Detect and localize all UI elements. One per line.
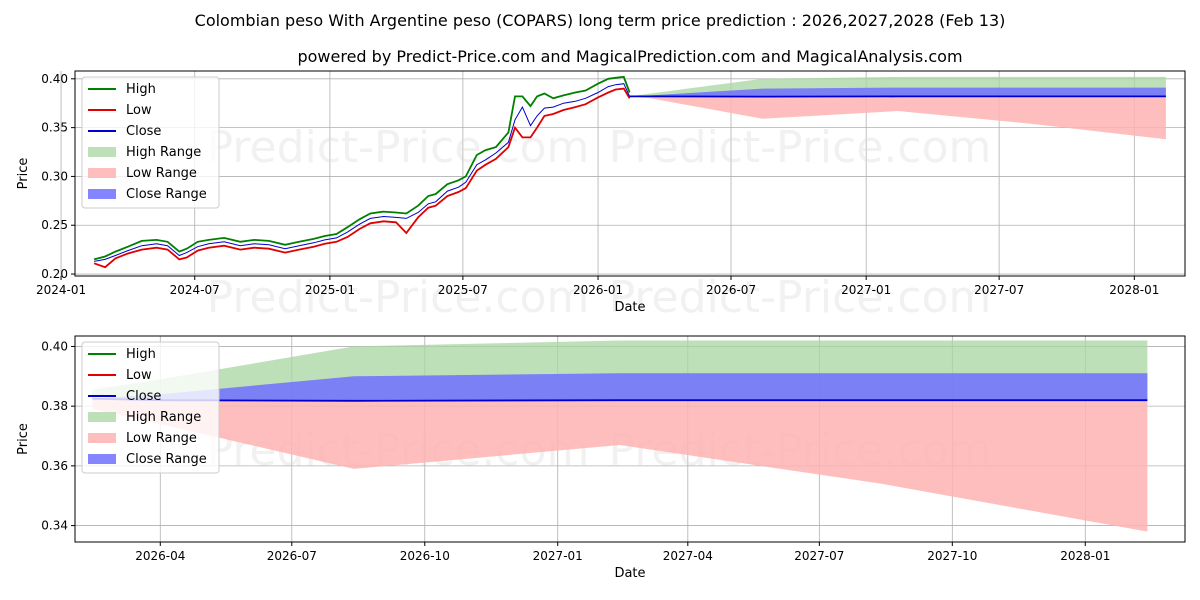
high-series-line [93,75,631,261]
x-tick-label: 2028-01 [1060,549,1110,563]
plot-area [92,340,1148,532]
legend-swatch-close-range [88,454,116,464]
x-tick-label: 2027-04 [663,549,713,563]
legend-label-high-range: High Range [126,410,201,425]
x-tick-label: 2026-07 [706,283,756,297]
legend-label-low-range: Low Range [126,431,197,446]
x-tick-label: 2028-01 [1109,283,1159,297]
watermark: Predict-Price.com [207,122,590,173]
legend: High Low Close High Range Low Range Close Ran… [81,76,220,209]
low-range-band [629,96,1166,140]
legend-label-high: High [126,347,156,362]
y-tick-label: 0.40 [41,339,68,353]
watermark: Predict-Price.com [609,122,992,173]
watermark: Predict-Price.com [609,272,992,323]
low-range-band [92,398,1148,532]
chart-title: Colombian peso With Argentine peso (COPA… [195,11,1006,30]
x-tick-label: 2027-10 [927,549,977,563]
chart-subtitle: powered by Predict-Price.com and Magical… [297,47,962,66]
watermark-group: Predict-Price.com Predict-Price.com [207,122,992,173]
legend-swatch-high-range [88,147,116,157]
legend-label-low: Low [126,103,152,118]
x-tick-label: 2027-07 [974,283,1024,297]
plot-area [93,75,1166,269]
y-tick-label: 0.35 [41,121,68,135]
legend-box [81,76,220,209]
legend-box [81,341,220,474]
low-series-line [93,87,631,269]
x-tick-label: 2024-07 [170,283,220,297]
x-tick-label: 2025-01 [305,283,355,297]
legend: High Low Close High Range Low Range Close Ran… [81,341,220,474]
watermark: Predict-Price.com [207,272,590,323]
legend-label-low-range: Low Range [126,166,197,181]
long-term-panel: Predict-Price.com Predict-Price.comPredic… [16,70,1186,323]
y-tick-label: 0.38 [41,399,68,413]
x-tick-label: 2026-01 [573,283,623,297]
x-axis-label: Date [614,566,645,581]
x-tick-label: 2026-04 [135,549,185,563]
y-tick-label: 0.30 [41,169,68,183]
x-tick-label: 2027-01 [533,549,583,563]
legend-swatch-low-range [88,433,116,443]
x-tick-label: 2027-07 [794,549,844,563]
legend-label-close-range: Close Range [126,187,207,202]
axes-frame [74,70,1186,277]
legend-label-close: Close [126,124,161,139]
x-tick-label: 2026-07 [267,549,317,563]
close-range-band [92,373,1148,401]
x-tick-label: 2026-10 [400,549,450,563]
close-range-band [629,87,1166,97]
x-tick-label: 2027-01 [841,283,891,297]
forecast-zoom-panel: Predict-Price.comPredict-Price.com2026-0… [16,335,1186,581]
y-tick-label: 0.40 [41,72,68,86]
x-axis-label: Date [614,300,645,315]
x-tick-label: 2025-07 [438,283,488,297]
legend-label-close: Close [126,389,161,404]
y-axis-label: Price [16,423,31,455]
y-tick-label: 0.36 [41,459,68,473]
y-axis-label: Price [16,158,31,190]
legend-swatch-high-range [88,412,116,422]
legend-label-high-range: High Range [126,145,201,160]
legend-label-close-range: Close Range [126,452,207,467]
legend-swatch-close-range [88,189,116,199]
y-tick-label: 0.34 [41,519,68,533]
legend-label-low: Low [126,368,152,383]
x-tick-label: 2024-01 [36,283,86,297]
legend-label-high: High [126,82,156,97]
y-tick-label: 0.25 [41,218,68,232]
legend-swatch-low-range [88,168,116,178]
axes-frame [74,335,1186,543]
close-series-line [94,83,631,262]
y-tick-label: 0.20 [41,267,68,281]
